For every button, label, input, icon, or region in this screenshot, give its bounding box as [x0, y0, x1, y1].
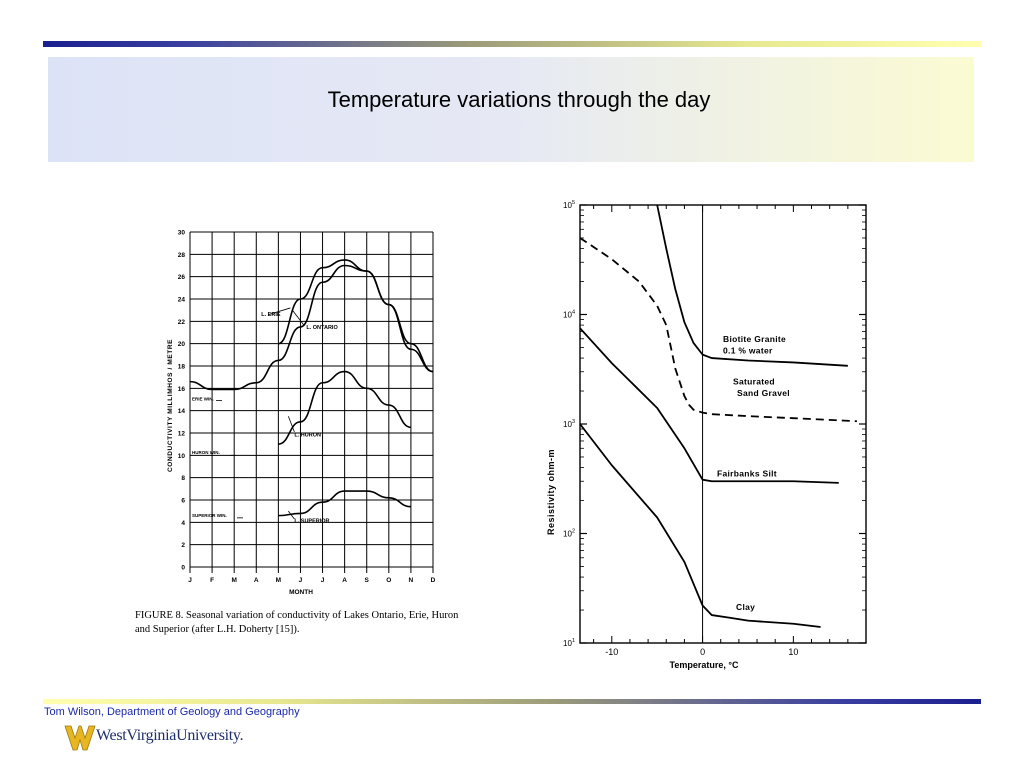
resistivity-series-label: Sand Gravel [737, 388, 790, 398]
bottom-accent-bar [43, 699, 981, 704]
conductivity-label-leader [288, 510, 295, 520]
conductivity-caption-line2: and Superior (after L.H. Doherty [15]). [135, 624, 299, 635]
conductivity-y-tick-label: 12 [178, 431, 186, 438]
conductivity-series-line [278, 490, 411, 517]
resistivity-y-tick-label: 101 [563, 638, 575, 648]
conductivity-y-tick-label: 16 [178, 386, 186, 393]
wvu-logo-icon [64, 725, 96, 751]
conductivity-x-tick-label: J [321, 577, 325, 584]
conductivity-y-tick-label: 0 [181, 565, 185, 572]
conductivity-winter-annotation: HURON WIN. [192, 450, 220, 455]
footer-text: Tom Wilson, Department of Geology and Ge… [44, 706, 300, 718]
resistivity-series-line [579, 423, 821, 628]
resistivity-y-tick-exponent: 4 [572, 310, 575, 316]
resistivity-plot-frame [579, 204, 867, 644]
conductivity-x-tick-label: A [342, 577, 347, 584]
conductivity-label-leader [287, 416, 295, 433]
conductivity-y-tick-label: 8 [181, 475, 185, 482]
resistivity-x-tick-label: 0 [700, 647, 705, 657]
resistivity-series-line [579, 327, 839, 484]
resistivity-series-label: Biotite Granite [723, 334, 786, 344]
resistivity-chart: 101 102 103 104 105 -10 0 10 Biotite Granite 0.1… [546, 200, 867, 670]
conductivity-y-tick-label: 2 [181, 542, 185, 549]
conductivity-y-tick-label: 6 [181, 498, 185, 505]
title-banner: Temperature variations through the day [48, 57, 974, 162]
conductivity-y-tick-label: 4 [181, 520, 185, 527]
conductivity-x-tick-label: J [299, 577, 303, 584]
conductivity-x-tick-label: O [386, 577, 391, 584]
conductivity-series-labels: L. ERIE L. ONTARIO L. HURON L. SUPERIOR ERIE… [192, 307, 338, 524]
conductivity-x-tick-label: M [231, 577, 236, 584]
conductivity-ylabel: CONDUCTIVITY MILLIMHOS / METRE [167, 339, 174, 472]
slide-title: Temperature variations through the day [327, 87, 711, 112]
conductivity-label-leader [268, 307, 291, 316]
resistivity-y-tick-exponent: 1 [572, 638, 575, 644]
resistivity-series-label: Clay [736, 602, 755, 612]
resistivity-series-label: 0.1 % water [723, 346, 773, 356]
conductivity-series-label: L. ERIE [261, 312, 281, 318]
resistivity-y-tick-exponent: 3 [572, 419, 575, 425]
conductivity-y-tick-label: 26 [178, 274, 186, 281]
conductivity-y-tick-label: 24 [178, 297, 186, 304]
resistivity-series-label: Saturated [733, 376, 775, 386]
conductivity-series-line [278, 370, 412, 445]
conductivity-x-tick-label: A [254, 577, 259, 584]
conductivity-y-tick-label: 22 [178, 319, 186, 326]
conductivity-y-tick-label: 30 [178, 230, 186, 237]
resistivity-frame [579, 204, 867, 644]
resistivity-x-tick-label: 10 [788, 647, 798, 657]
resistivity-xlabel: Temperature, °C [670, 660, 739, 670]
conductivity-series-label: L. SUPERIOR [294, 518, 329, 524]
resistivity-series-line [656, 204, 848, 367]
conductivity-y-tick-label: 14 [178, 408, 186, 415]
resistivity-y-tick-label: 103 [563, 419, 575, 429]
resistivity-series-label: Fairbanks Silt [717, 469, 777, 479]
conductivity-label-leader [292, 309, 305, 327]
conductivity-series-line [278, 259, 434, 373]
conductivity-x-tick-label: S [365, 577, 370, 584]
conductivity-x-tick-label: M [276, 577, 281, 584]
conductivity-x-tick-label: D [431, 577, 436, 584]
resistivity-ticks: 101 102 103 104 105 -10 0 10 [563, 200, 867, 657]
conductivity-y-tick-label: 28 [178, 252, 186, 259]
top-accent-bar [43, 41, 981, 47]
resistivity-y-tick-exponent: 2 [572, 529, 575, 535]
conductivity-series-label: L. HURON [294, 432, 321, 438]
conductivity-winter-annotation: SUPERIOR WIN. [192, 513, 227, 518]
resistivity-series-labels: Biotite Granite 0.1 % water Saturated Sand … [717, 334, 790, 612]
conductivity-x-tick-label: F [210, 577, 214, 584]
conductivity-caption-line1: FIGURE 8. Seasonal variation of conducti… [135, 610, 459, 621]
conductivity-x-tick-label: J [188, 577, 192, 584]
resistivity-y-tick-label: 104 [563, 310, 575, 320]
conductivity-y-tick-label: 20 [178, 341, 186, 348]
resistivity-x-tick-label: -10 [605, 647, 618, 657]
conductivity-y-tick-label: 10 [178, 453, 186, 460]
resistivity-y-tick-label: 102 [563, 529, 575, 539]
conductivity-x-tick-label: N [409, 577, 414, 584]
conductivity-y-tick-label: 18 [178, 364, 186, 371]
wvu-logo-text: WestVirginiaUniversity. [96, 727, 244, 744]
conductivity-xlabel: MONTH [289, 589, 313, 596]
conductivity-winter-annotation: ERIE WIN. [192, 397, 214, 402]
resistivity-y-tick-label: 105 [563, 200, 575, 210]
resistivity-series-line [579, 237, 857, 423]
resistivity-series [579, 204, 857, 628]
resistivity-ylabel: Resistivity ohm-m [546, 449, 556, 535]
conductivity-series-label: L. ONTARIO [306, 325, 338, 331]
conductivity-series [189, 259, 434, 517]
resistivity-y-tick-exponent: 5 [572, 200, 575, 206]
